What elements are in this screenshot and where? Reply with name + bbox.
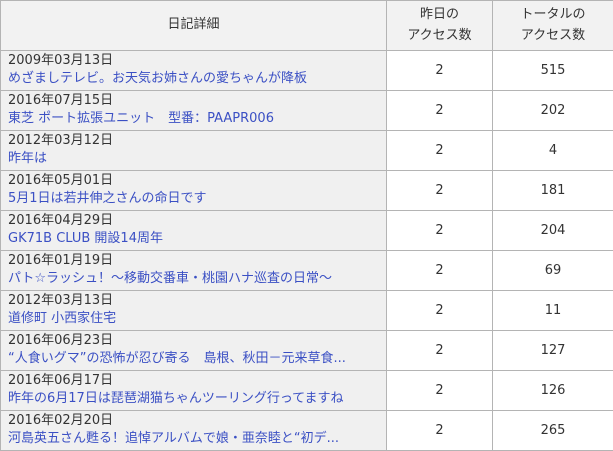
yesterday-access-count: 2: [387, 171, 493, 211]
total-access-count: 127: [493, 331, 613, 371]
entry-title-link[interactable]: 昨年の6月17日は琵琶湖猫ちゃんツーリング行ってますね: [8, 390, 344, 408]
total-access-count: 265: [493, 411, 613, 451]
diary-detail-cell: 2016年07月15日東芝 ポート拡張ユニット 型番：PAAPR006: [1, 91, 387, 131]
entry-title-link[interactable]: GK71B CLUB 開設14周年: [8, 230, 163, 248]
diary-detail-cell: 2012年03月12日昨年は: [1, 131, 387, 171]
diary-detail-cell: 2009年03月13日めざましテレビ。お天気お姉さんの愛ちゃんが降板: [1, 51, 387, 91]
yesterday-access-count: 2: [387, 131, 493, 171]
header-diary-detail: 日記詳細: [1, 1, 387, 51]
entry-date: 2016年06月23日: [8, 332, 380, 350]
entry-date: 2012年03月13日: [8, 292, 380, 310]
entry-title-link[interactable]: パト☆ラッシュ！～移動交番車・桃園ハナ巡査の日常～: [8, 270, 332, 288]
entry-date: 2016年02月20日: [8, 412, 380, 430]
entry-date: 2012年03月12日: [8, 132, 380, 150]
diary-detail-cell: 2012年03月13日道修町 小西家住宅: [1, 291, 387, 331]
table-row: 2016年06月23日“人食いグマ”の恐怖が忍び寄る 島根、秋田－元来草食...…: [1, 331, 613, 371]
header-row: 日記詳細 昨日の アクセス数 トータルの アクセス数: [1, 1, 613, 51]
entry-date: 2016年01月19日: [8, 252, 380, 270]
diary-detail-cell: 2016年06月17日昨年の6月17日は琵琶湖猫ちゃんツーリング行ってますね: [1, 371, 387, 411]
yesterday-access-count: 2: [387, 411, 493, 451]
table-row: 2016年02月20日河島英五さん甦る！追悼アルバムで娘・亜奈睦と“初デ...2…: [1, 411, 613, 451]
yesterday-access-count: 2: [387, 291, 493, 331]
entry-title-link[interactable]: 5月1日は若井伸之さんの命日です: [8, 190, 207, 208]
yesterday-access-count: 2: [387, 331, 493, 371]
header-total-access: トータルの アクセス数: [493, 1, 613, 51]
total-access-count: 204: [493, 211, 613, 251]
diary-detail-cell: 2016年06月23日“人食いグマ”の恐怖が忍び寄る 島根、秋田－元来草食...: [1, 331, 387, 371]
total-access-count: 126: [493, 371, 613, 411]
header-yesterday-access: 昨日の アクセス数: [387, 1, 493, 51]
entry-title-link[interactable]: “人食いグマ”の恐怖が忍び寄る 島根、秋田－元来草食...: [8, 350, 346, 368]
entry-title-link[interactable]: 道修町 小西家住宅: [8, 310, 116, 328]
entry-date: 2016年07月15日: [8, 92, 380, 110]
entry-title-link[interactable]: めざましテレビ。お天気お姉さんの愛ちゃんが降板: [8, 70, 307, 88]
entry-date: 2016年04月29日: [8, 212, 380, 230]
entry-title-link[interactable]: 東芝 ポート拡張ユニット 型番：PAAPR006: [8, 110, 274, 128]
diary-detail-cell: 2016年01月19日パト☆ラッシュ！～移動交番車・桃園ハナ巡査の日常～: [1, 251, 387, 291]
entry-title-link[interactable]: 昨年は: [8, 150, 47, 168]
diary-detail-cell: 2016年02月20日河島英五さん甦る！追悼アルバムで娘・亜奈睦と“初デ...: [1, 411, 387, 451]
entry-title-link[interactable]: 河島英五さん甦る！追悼アルバムで娘・亜奈睦と“初デ...: [8, 430, 339, 448]
total-access-count: 202: [493, 91, 613, 131]
entry-date: 2016年05月01日: [8, 172, 380, 190]
yesterday-access-count: 2: [387, 91, 493, 131]
total-access-count: 181: [493, 171, 613, 211]
total-access-count: 515: [493, 51, 613, 91]
total-access-count: 69: [493, 251, 613, 291]
total-access-count: 11: [493, 291, 613, 331]
entry-date: 2009年03月13日: [8, 52, 380, 70]
yesterday-access-count: 2: [387, 251, 493, 291]
yesterday-access-count: 2: [387, 371, 493, 411]
entry-date: 2016年06月17日: [8, 372, 380, 390]
yesterday-access-count: 2: [387, 211, 493, 251]
yesterday-access-count: 2: [387, 51, 493, 91]
total-access-count: 4: [493, 131, 613, 171]
